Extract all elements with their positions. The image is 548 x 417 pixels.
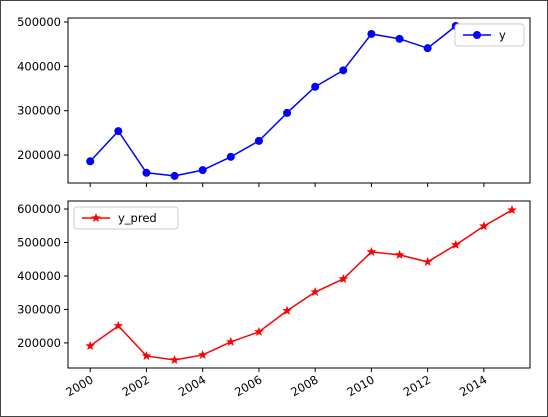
marker (91, 213, 101, 223)
marker (310, 287, 320, 297)
marker (86, 157, 95, 166)
marker (226, 152, 235, 161)
y-tick-label: 400000 (17, 59, 61, 73)
legend-box (73, 206, 179, 230)
marker (283, 108, 292, 117)
y-tick-label: 600000 (17, 202, 61, 216)
marker (507, 205, 517, 215)
marker (197, 349, 208, 359)
marker (451, 239, 461, 249)
marker (311, 82, 320, 91)
y-tick-label: 200000 (17, 336, 61, 350)
marker (254, 136, 263, 145)
marker (339, 66, 348, 75)
y-tick-label: 400000 (17, 269, 61, 283)
series-line (89, 25, 457, 177)
y-tick-label: 500000 (17, 235, 61, 249)
y-tick-label: 300000 (17, 104, 61, 118)
y-tick-label: 500000 (17, 15, 61, 29)
marker (114, 127, 123, 136)
marker (366, 246, 377, 256)
marker (422, 256, 433, 266)
marker (113, 320, 124, 330)
marker (254, 326, 264, 336)
marker (367, 29, 376, 38)
marker (142, 168, 151, 177)
axes-frame (67, 200, 531, 369)
marker (395, 34, 404, 43)
marker (141, 350, 152, 360)
axes-frame (67, 17, 531, 184)
marker (338, 273, 349, 284)
marker (169, 354, 180, 365)
marker (170, 171, 179, 180)
series-line (89, 209, 513, 361)
marker (85, 340, 95, 350)
legend-label: y_pred (118, 211, 157, 225)
marker (226, 336, 236, 346)
marker (479, 221, 489, 231)
legend-label: y (499, 28, 506, 42)
marker (423, 44, 432, 53)
y-tick-label: 300000 (17, 302, 61, 316)
marker (473, 31, 481, 39)
marker (282, 305, 292, 315)
marker (394, 249, 405, 259)
marker (198, 166, 207, 175)
y-tick-label: 200000 (17, 148, 61, 162)
